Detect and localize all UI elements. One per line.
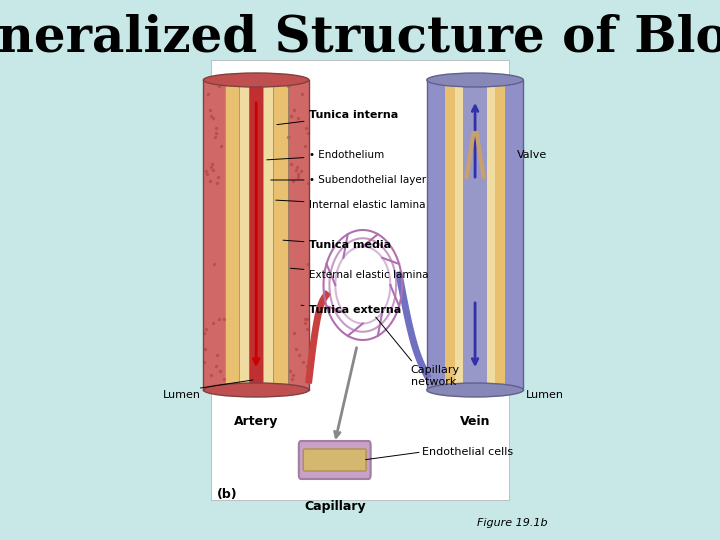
Text: Artery: Artery bbox=[234, 415, 279, 428]
Bar bbox=[475, 80, 487, 390]
Text: Internal elastic lamina: Internal elastic lamina bbox=[276, 200, 426, 210]
FancyBboxPatch shape bbox=[211, 60, 509, 500]
Text: Endothelial cells: Endothelial cells bbox=[422, 447, 513, 457]
Bar bbox=[204, 80, 225, 390]
Text: Tunica media: Tunica media bbox=[283, 240, 392, 250]
Bar bbox=[455, 80, 463, 390]
Bar bbox=[263, 80, 273, 390]
Text: Valve: Valve bbox=[517, 150, 547, 160]
Bar bbox=[495, 80, 505, 390]
Bar bbox=[256, 80, 263, 390]
FancyArrowPatch shape bbox=[467, 133, 474, 177]
Bar bbox=[239, 80, 249, 390]
Bar bbox=[225, 80, 239, 390]
Bar bbox=[505, 80, 523, 390]
Ellipse shape bbox=[427, 383, 523, 397]
Ellipse shape bbox=[204, 383, 309, 397]
Text: Lumen: Lumen bbox=[163, 390, 201, 400]
Bar bbox=[427, 80, 445, 390]
Bar bbox=[273, 80, 287, 390]
Bar bbox=[463, 80, 475, 390]
Text: (b): (b) bbox=[217, 488, 238, 501]
Text: • Endothelium: • Endothelium bbox=[267, 150, 384, 160]
FancyBboxPatch shape bbox=[303, 449, 366, 471]
Text: Vein: Vein bbox=[460, 415, 490, 428]
Bar bbox=[445, 80, 455, 390]
Text: Lumen: Lumen bbox=[526, 390, 564, 400]
FancyArrowPatch shape bbox=[477, 133, 484, 177]
Bar bbox=[287, 80, 309, 390]
Ellipse shape bbox=[427, 73, 523, 87]
Text: Tunica interna: Tunica interna bbox=[277, 110, 399, 125]
Text: Generalized Structure of Blood: Generalized Structure of Blood bbox=[0, 14, 720, 63]
Ellipse shape bbox=[204, 73, 309, 87]
Bar bbox=[249, 80, 256, 390]
Text: • Subendothelial layer: • Subendothelial layer bbox=[271, 175, 427, 185]
Text: Capillary: Capillary bbox=[304, 500, 366, 513]
Bar bbox=[487, 80, 495, 390]
Text: Figure 19.1b: Figure 19.1b bbox=[477, 518, 548, 528]
Text: External elastic lamina: External elastic lamina bbox=[290, 268, 429, 280]
FancyBboxPatch shape bbox=[299, 441, 371, 479]
Text: Capillary
network: Capillary network bbox=[410, 365, 459, 387]
Text: Tunica externa: Tunica externa bbox=[301, 305, 402, 315]
